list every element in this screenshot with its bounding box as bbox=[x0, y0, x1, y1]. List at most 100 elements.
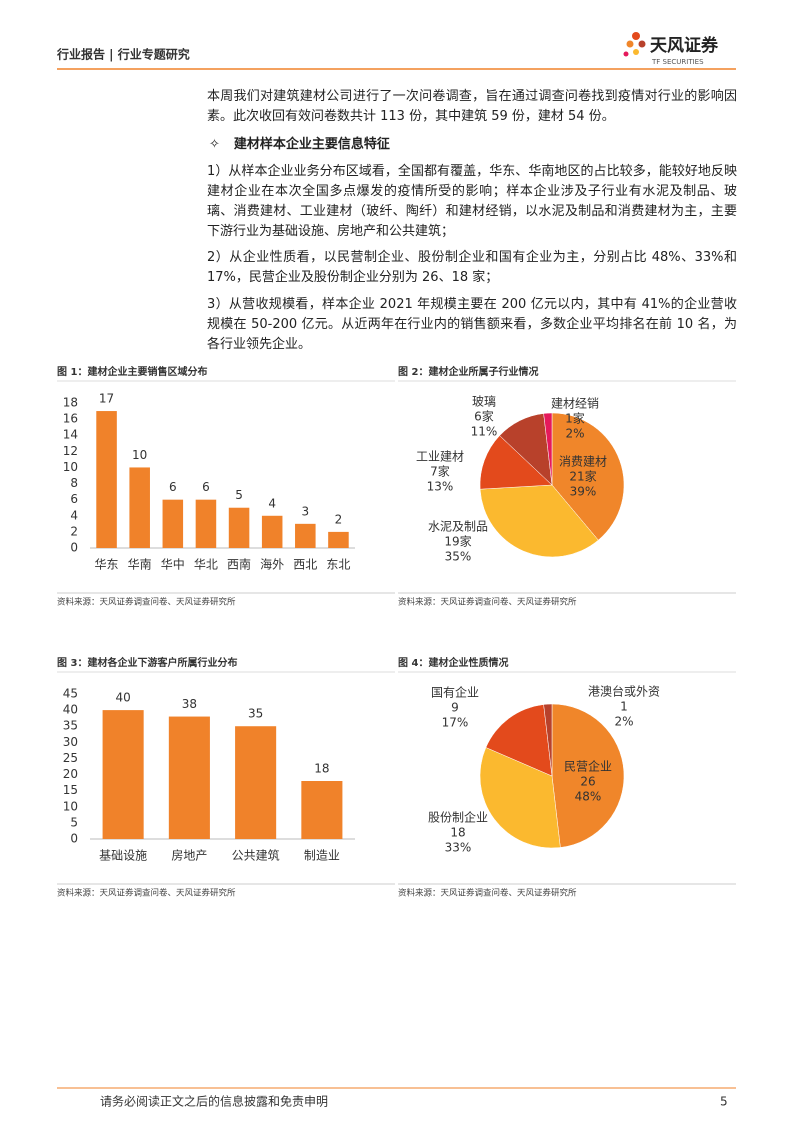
slice-value: 18 bbox=[450, 826, 465, 840]
slice-value: 7家 bbox=[430, 464, 450, 479]
x-tick-label: 华南 bbox=[128, 557, 152, 572]
slice-name: 工业建材 bbox=[416, 450, 464, 464]
slice-value: 1 bbox=[620, 700, 628, 714]
slice-value: 9 bbox=[451, 701, 459, 715]
slice-name: 玻璃 bbox=[472, 395, 496, 409]
data-label: 3 bbox=[301, 504, 309, 518]
pie-slice bbox=[551, 703, 625, 848]
bar bbox=[168, 716, 210, 839]
figure-title: 图 4：建材企业性质情况 bbox=[398, 656, 508, 669]
paragraph: 3）从营收规模看，样本企业 2021 年规模主要在 200 亿元以内，其中有 4… bbox=[207, 297, 737, 352]
y-tick-label: 0 bbox=[70, 541, 78, 555]
y-tick-label: 45 bbox=[63, 687, 78, 701]
bar bbox=[195, 499, 217, 548]
bar bbox=[102, 710, 144, 839]
slice-share: 13% bbox=[427, 480, 454, 494]
figure-title: 图 2：建材企业所属子行业情况 bbox=[398, 365, 538, 378]
slice-share: 11% bbox=[471, 425, 498, 439]
y-tick-label: 10 bbox=[63, 799, 78, 813]
slice-share: 35% bbox=[445, 550, 472, 564]
pie-slice bbox=[479, 747, 561, 849]
bullet: ✧ bbox=[209, 137, 220, 152]
x-tick-label: 华中 bbox=[161, 557, 185, 572]
slice-share: 2% bbox=[565, 427, 584, 441]
y-tick-label: 2 bbox=[70, 524, 78, 538]
logo-sub: TF SECURITIES bbox=[651, 58, 704, 66]
slice-name: 股份制企业 bbox=[428, 810, 488, 825]
logo-name: 天风证券 bbox=[650, 35, 719, 56]
section-heading: ✧ 建材样本企业主要信息特征 bbox=[207, 135, 737, 155]
slice-share: 33% bbox=[445, 841, 472, 855]
slice-value: 1家 bbox=[565, 411, 585, 426]
x-tick-label: 海外 bbox=[260, 557, 284, 572]
y-tick-label: 30 bbox=[63, 735, 78, 749]
slice-name: 消费建材 bbox=[559, 455, 607, 469]
slice-share: 39% bbox=[570, 485, 597, 499]
x-tick-label: 基础设施 bbox=[99, 849, 147, 863]
pie-slice bbox=[485, 704, 553, 777]
x-tick-label: 华东 bbox=[95, 558, 119, 572]
pie-slice bbox=[543, 412, 553, 486]
slice-share: 2% bbox=[614, 715, 633, 729]
y-tick-label: 18 bbox=[63, 396, 78, 410]
y-tick-label: 35 bbox=[63, 719, 78, 733]
pie-slice bbox=[543, 703, 553, 777]
data-label: 6 bbox=[202, 480, 210, 494]
bar bbox=[162, 499, 184, 548]
paragraph: 本周我们对建筑建材公司进行了一次问卷调查，旨在通过调查问卷找到疫情对行业的影响因… bbox=[207, 89, 737, 124]
slice-value: 19家 bbox=[444, 534, 471, 549]
slice-name: 建材经销 bbox=[551, 397, 599, 411]
page-number: 5 bbox=[720, 1095, 728, 1109]
y-tick-label: 25 bbox=[63, 751, 78, 765]
data-label: 17 bbox=[99, 392, 114, 406]
bar bbox=[328, 531, 349, 548]
figure-source: 资料来源：天风证券调查问卷、天风证券研究所 bbox=[398, 597, 577, 608]
y-tick-label: 20 bbox=[63, 767, 78, 781]
x-tick-label: 西北 bbox=[293, 558, 317, 572]
data-label: 40 bbox=[115, 691, 130, 705]
x-tick-label: 制造业 bbox=[304, 849, 340, 863]
data-label: 18 bbox=[314, 762, 329, 776]
slice-share: 48% bbox=[575, 790, 602, 804]
slice-value: 6家 bbox=[474, 409, 494, 424]
y-tick-label: 10 bbox=[63, 460, 78, 474]
logo-icon bbox=[623, 32, 646, 57]
figure-source: 资料来源：天风证券调查问卷、天风证券研究所 bbox=[57, 597, 236, 608]
x-tick-label: 西南 bbox=[227, 557, 251, 572]
bar bbox=[129, 467, 150, 548]
data-label: 10 bbox=[132, 448, 147, 462]
y-tick-label: 16 bbox=[63, 412, 78, 426]
data-label: 6 bbox=[169, 480, 177, 494]
footer-disclaimer: 请务必阅读正文之后的信息披露和免责申明 bbox=[100, 1094, 328, 1109]
y-tick-label: 12 bbox=[63, 444, 78, 458]
bar bbox=[301, 781, 343, 839]
data-label: 38 bbox=[182, 697, 197, 711]
slice-name: 国有企业 bbox=[431, 685, 479, 700]
slice-value: 21家 bbox=[569, 469, 596, 484]
figure-title: 图 1：建材企业主要销售区域分布 bbox=[57, 365, 207, 378]
bar bbox=[295, 523, 316, 548]
x-tick-label: 东北 bbox=[326, 558, 350, 572]
figure-source: 资料来源：天风证券调查问卷、天风证券研究所 bbox=[398, 888, 577, 899]
pie-slice bbox=[551, 412, 625, 541]
y-tick-label: 14 bbox=[63, 428, 78, 442]
data-label: 5 bbox=[235, 488, 243, 502]
bar bbox=[96, 411, 117, 548]
paragraph: 2）从企业性质看，以民营制企业、股份制企业和国有企业为主，分别占比 48%、33… bbox=[207, 250, 737, 285]
x-tick-label: 华北 bbox=[194, 558, 218, 572]
bar bbox=[228, 507, 250, 548]
figure-source: 资料来源：天风证券调查问卷、天风证券研究所 bbox=[57, 888, 236, 899]
slice-name: 民营企业 bbox=[564, 759, 612, 774]
y-tick-label: 15 bbox=[63, 783, 78, 797]
bar bbox=[261, 515, 283, 548]
slice-share: 17% bbox=[442, 716, 469, 730]
slice-name: 港澳台或外资 bbox=[588, 684, 660, 699]
pie-slice bbox=[479, 484, 599, 558]
y-tick-label: 40 bbox=[63, 703, 78, 717]
y-tick-label: 8 bbox=[70, 476, 78, 490]
slice-name: 水泥及制品 bbox=[428, 520, 488, 534]
y-tick-label: 0 bbox=[70, 832, 78, 846]
y-tick-label: 6 bbox=[70, 492, 78, 506]
